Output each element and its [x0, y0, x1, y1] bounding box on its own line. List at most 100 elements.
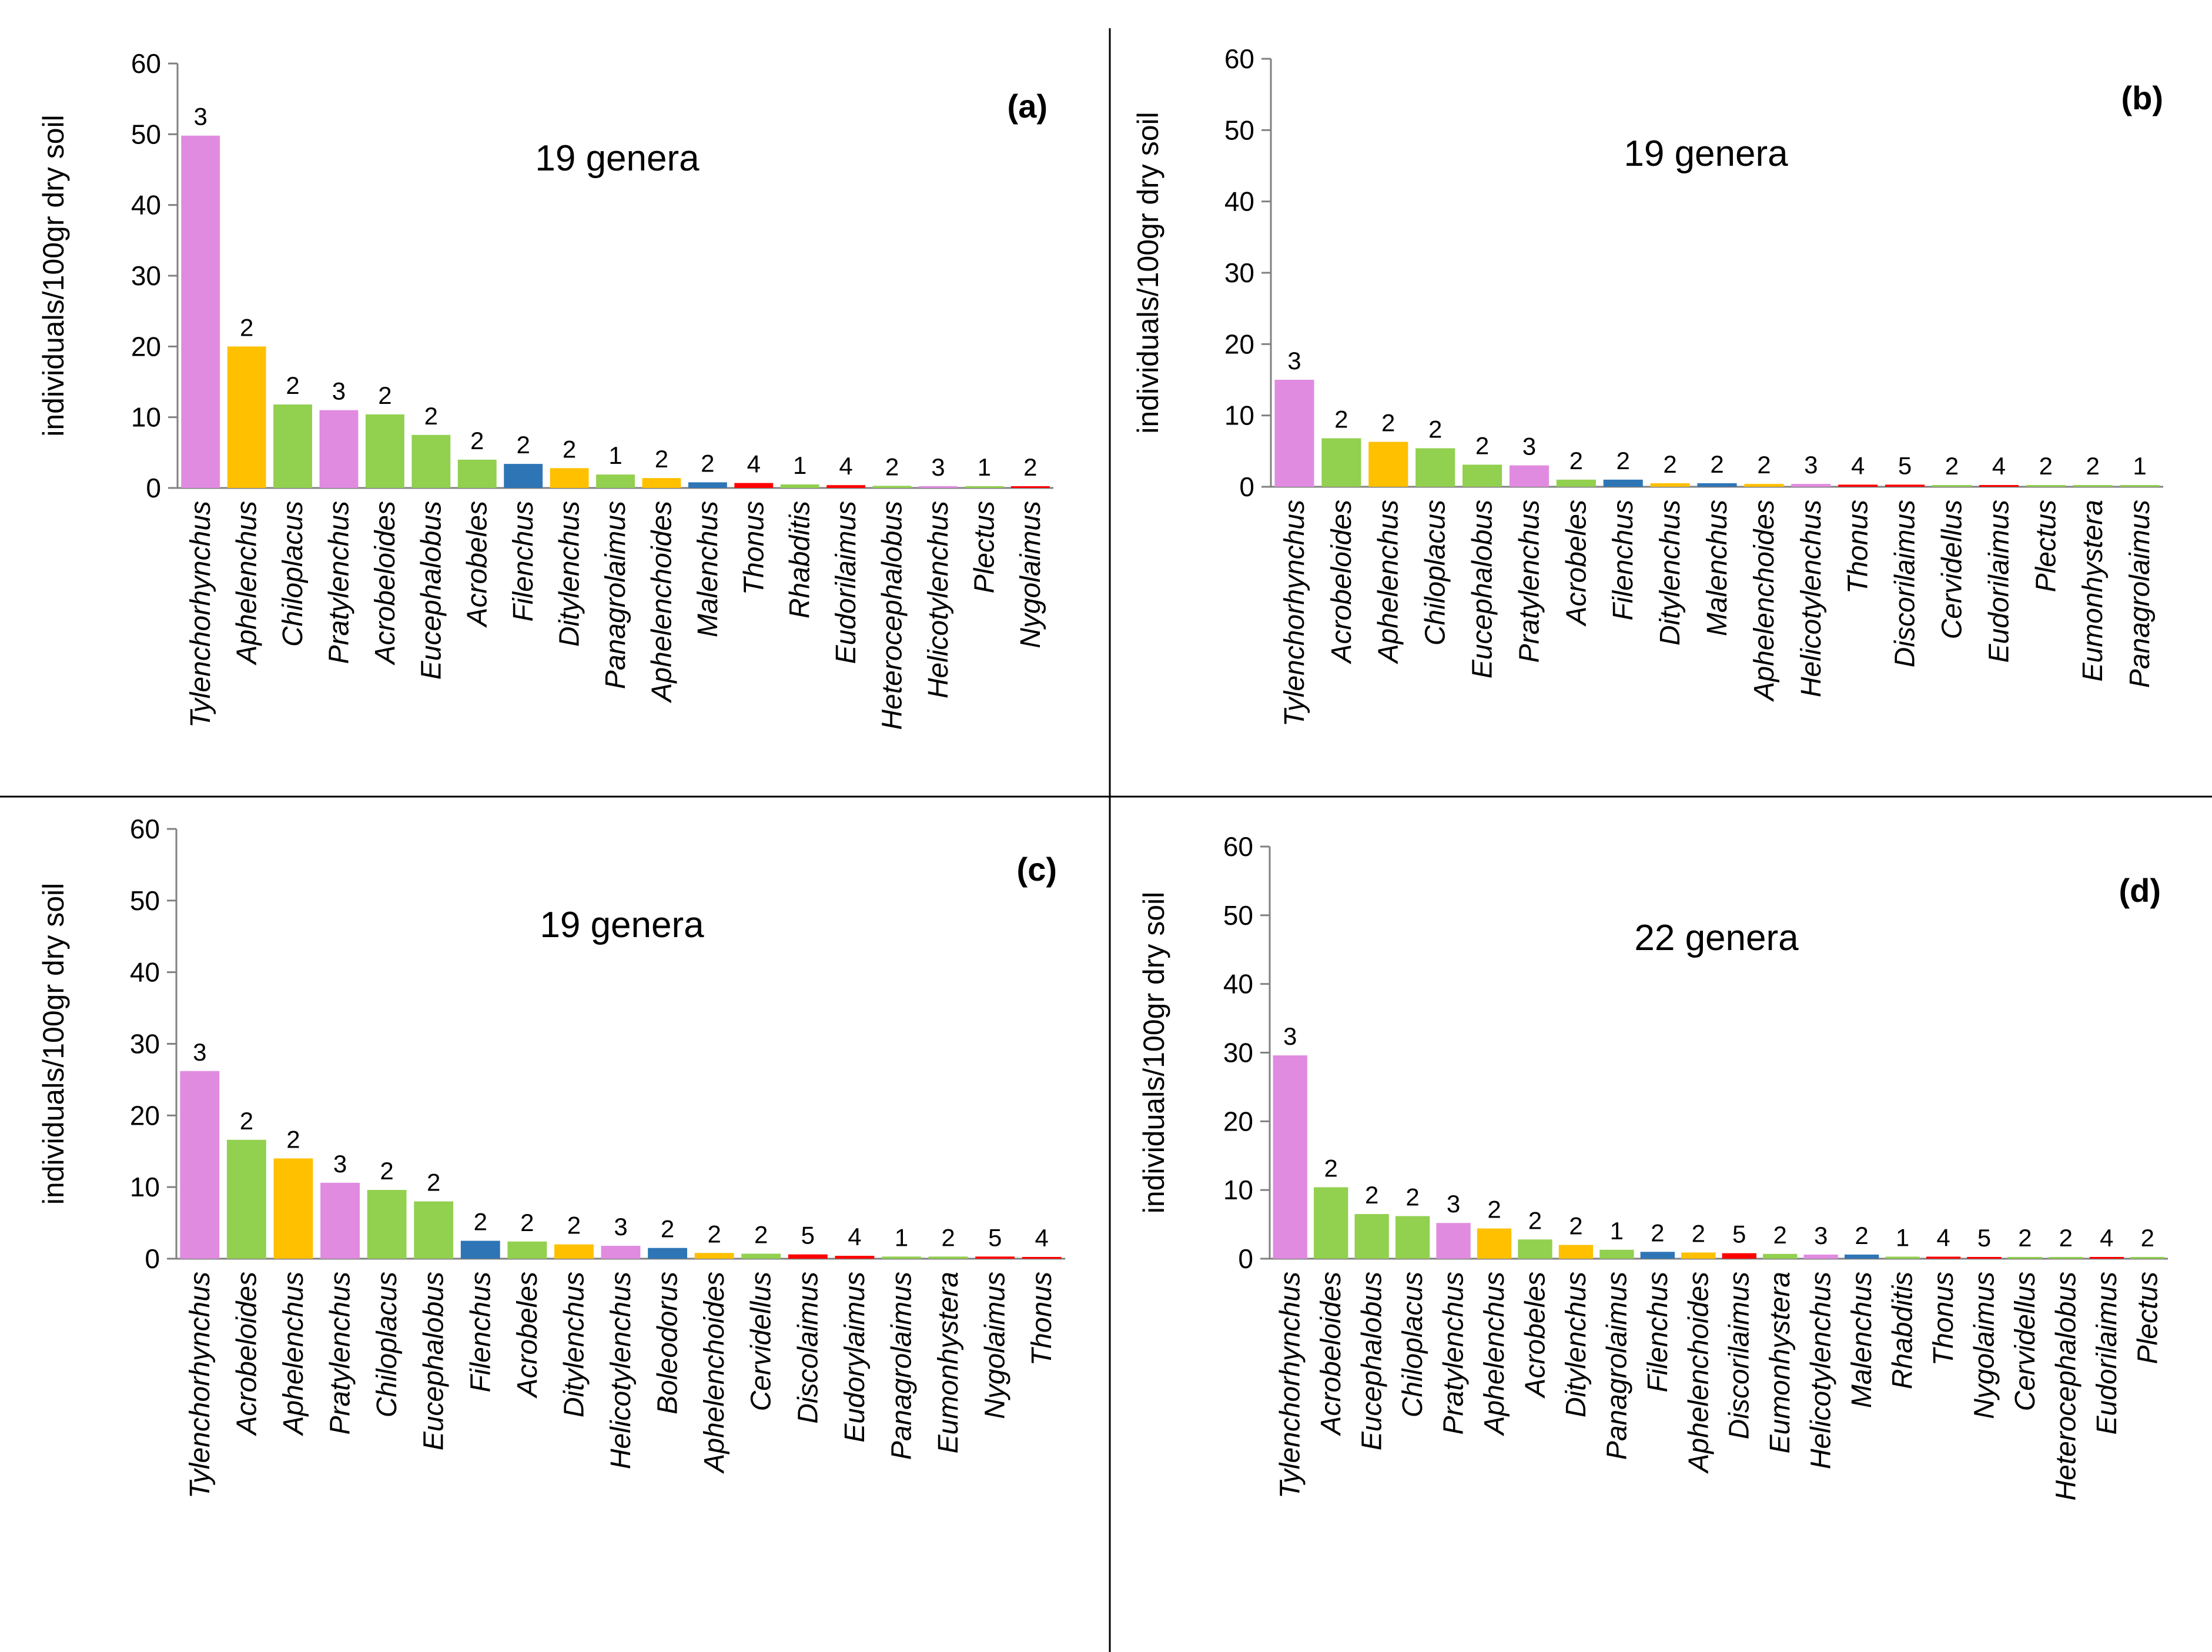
x-category-label: Filenchus: [508, 501, 539, 621]
y-tick-label: 20: [130, 1100, 160, 1131]
bar: [2026, 485, 2066, 487]
bar: [2089, 1257, 2124, 1259]
genera-count-label: 19 genera: [540, 905, 704, 945]
bar: [648, 1248, 688, 1259]
x-category-label: Heterocephalobus: [877, 501, 908, 730]
x-category-label: Chiloplacus: [1397, 1272, 1428, 1417]
x-category-label: Acrobeles: [1561, 500, 1592, 627]
bar: [1926, 1256, 1961, 1259]
y-tick-label: 10: [1223, 1175, 1253, 1205]
y-tick-label: 10: [1224, 400, 1254, 431]
y-tick-label: 30: [130, 1029, 160, 1059]
bar: [2073, 485, 2113, 487]
x-category-label: Eudorilaimus: [2091, 1272, 2123, 1434]
bar-cp-label: 3: [332, 377, 346, 405]
x-category-label: Panagrolaimus: [600, 501, 631, 689]
x-category-label: Malenchus: [692, 501, 724, 637]
bar: [1744, 484, 1784, 487]
x-category-label: Eumonhystera: [2077, 500, 2109, 682]
bar-cp-label: 2: [240, 1107, 253, 1135]
bar-cp-label: 5: [1898, 452, 1912, 479]
bar-cp-label: 4: [2100, 1224, 2113, 1252]
bar-cp-label: 2: [520, 1209, 534, 1236]
y-tick-label: 40: [1223, 969, 1253, 999]
genera-count-label: 22 genera: [1634, 918, 1799, 958]
panel-tag: (d): [2119, 872, 2161, 909]
bar-cp-label: 4: [1992, 452, 2006, 480]
bar: [1599, 1249, 1634, 1259]
bar: [457, 459, 497, 488]
y-tick-label: 30: [1223, 1038, 1253, 1068]
bar: [319, 410, 359, 488]
y-axis-title: individuals/100gr dry soil: [37, 115, 70, 437]
x-category-label: Plectus: [969, 501, 1000, 593]
bar: [2049, 1257, 2083, 1259]
bar-cp-label: 1: [2133, 452, 2146, 480]
y-tick-label: 0: [1239, 471, 1254, 502]
bar: [1368, 442, 1408, 487]
y-tick-label: 30: [131, 260, 161, 291]
bar-cp-label: 2: [1710, 450, 1724, 478]
x-category-label: Ditylenchus: [558, 1272, 590, 1417]
bar-cp-label: 2: [1334, 405, 1348, 433]
x-category-label: Aphelenchus: [278, 1272, 309, 1437]
x-category-label: Nygolaimus: [1015, 501, 1046, 648]
y-tick-label: 0: [145, 1243, 160, 1274]
bar-cp-label: 3: [193, 1038, 206, 1066]
bar: [1518, 1239, 1552, 1259]
x-category-label: Ditylenchus: [554, 501, 585, 647]
bar-cp-label: 2: [474, 1208, 487, 1236]
x-category-label: Acrobeloides: [370, 501, 401, 666]
bar: [788, 1254, 828, 1259]
y-tick-label: 50: [1223, 900, 1253, 931]
bar-cp-label: 2: [427, 1169, 440, 1196]
bar-cp-label: 5: [801, 1222, 815, 1249]
x-category-label: Eucephalobus: [419, 1272, 450, 1450]
bar: [2120, 485, 2160, 487]
x-category-label: Eumonhystera: [933, 1272, 964, 1454]
x-category-label: Eudorylaimus: [839, 1272, 871, 1443]
x-category-label: Rhabditis: [1888, 1272, 1919, 1389]
y-tick-label: 10: [131, 402, 161, 433]
x-category-label: Cervidellus: [1936, 500, 1967, 639]
bar-cp-label: 3: [1804, 451, 1818, 479]
bar-cp-label: 2: [563, 435, 576, 463]
bar-cp-label: 2: [516, 431, 530, 459]
bar-cp-label: 3: [1287, 347, 1301, 374]
bar-cp-label: 4: [1936, 1223, 1950, 1251]
bar: [2130, 1257, 2165, 1259]
x-category-label: Panagrolaimus: [886, 1272, 917, 1460]
x-category-label: Panagrolaimus: [1601, 1272, 1632, 1460]
bar: [1273, 1055, 1307, 1259]
y-tick-label: 20: [131, 331, 161, 362]
bar: [919, 486, 958, 488]
x-category-label: Nygolaimus: [980, 1272, 1011, 1419]
bar: [367, 1190, 407, 1259]
y-axis-title: individuals/100gr dry soil: [37, 883, 70, 1205]
x-category-label: Eucephalobus: [1467, 500, 1498, 678]
x-category-label: Filenchus: [465, 1272, 496, 1392]
bar: [1462, 464, 1502, 487]
x-category-label: Filenchus: [1608, 500, 1639, 620]
bar: [741, 1253, 781, 1259]
bar-cp-label: 2: [380, 1157, 393, 1185]
x-category-label: Ditylenchus: [1561, 1272, 1592, 1417]
y-tick-label: 60: [131, 48, 161, 79]
bar: [1697, 483, 1737, 487]
bar: [1791, 484, 1831, 487]
bar: [780, 484, 819, 488]
bar-cp-label: 4: [747, 450, 761, 478]
bar: [1415, 448, 1455, 487]
bar-cp-label: 3: [333, 1150, 347, 1178]
x-category-label: Thonus: [1928, 1272, 1959, 1366]
x-category-label: Malenchus: [1702, 500, 1733, 636]
x-category-label: Acrobeles: [462, 501, 493, 628]
bar-cp-label: 2: [1945, 452, 1959, 480]
x-category-label: Aphelenchoides: [1749, 500, 1780, 703]
bar: [826, 485, 866, 488]
bar: [180, 1071, 220, 1259]
bar: [1885, 484, 1925, 487]
bar-cp-label: 4: [848, 1223, 861, 1250]
y-tick-label: 40: [1224, 186, 1254, 217]
